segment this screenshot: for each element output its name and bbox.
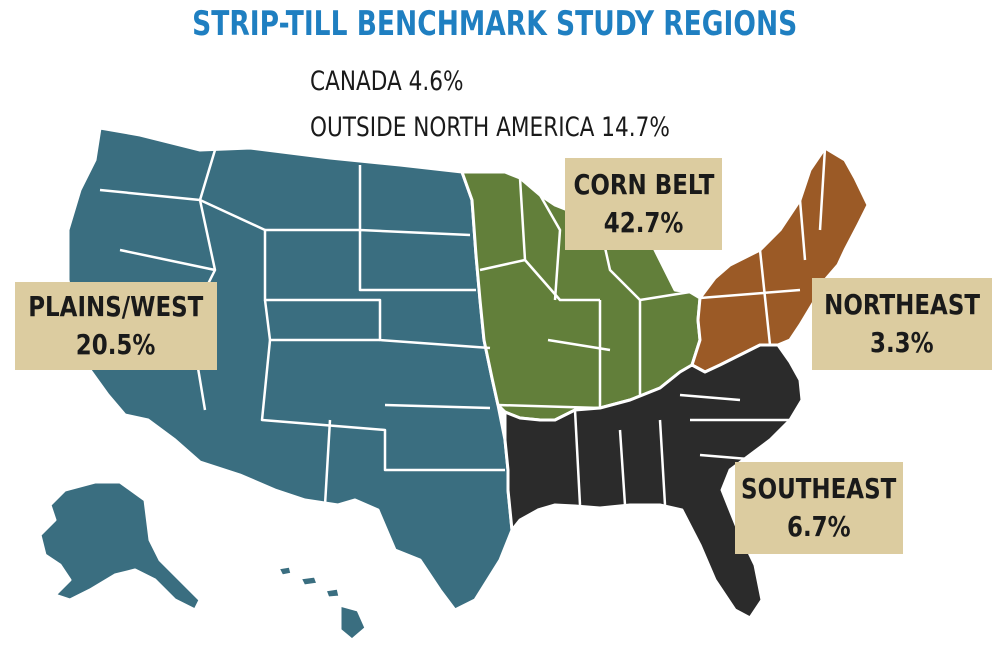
plains-west-label-box: PLAINS/WEST 20.5% — [15, 282, 217, 370]
plains-west-share: 20.5% — [76, 328, 156, 361]
southeast-label-box: SOUTHEAST 6.7% — [735, 462, 903, 554]
alaska-shape — [38, 480, 202, 612]
corn-belt-name: CORN BELT — [573, 168, 714, 201]
northeast-name: NORTHEAST — [824, 288, 980, 321]
northeast-label-box: NORTHEAST 3.3% — [812, 278, 992, 370]
map-title: STRIP-TILL BENCHMARK STUDY REGIONS — [192, 4, 798, 44]
corn-belt-label-box: CORN BELT 42.7% — [565, 158, 722, 250]
canada-share-note: CANADA 4.6% — [310, 66, 464, 97]
northeast-share: 3.3% — [870, 326, 934, 359]
corn-belt-share: 42.7% — [603, 206, 684, 239]
hawaii-shape — [276, 564, 368, 642]
southeast-region — [503, 343, 804, 620]
southeast-share: 6.7% — [787, 510, 851, 543]
southeast-name: SOUTHEAST — [741, 472, 897, 505]
outside-na-share-note: OUTSIDE NORTH AMERICA 14.7% — [310, 112, 670, 143]
plains-west-name: PLAINS/WEST — [28, 290, 204, 323]
